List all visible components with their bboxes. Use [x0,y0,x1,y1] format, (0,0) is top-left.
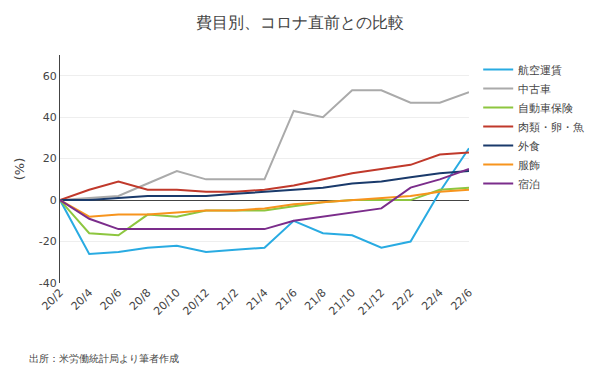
svg-text:21/4: 21/4 [244,286,271,313]
svg-text:22/6: 22/6 [448,286,475,313]
svg-text:費目別、コロナ直前との比較: 費目別、コロナ直前との比較 [196,13,404,32]
svg-text:宿泊: 宿泊 [518,178,540,191]
svg-text:21/6: 21/6 [273,286,300,313]
svg-text:肉類・卵・魚: 肉類・卵・魚 [518,121,584,134]
svg-text:出所：米労働統計局より筆者作成: 出所：米労働統計局より筆者作成 [29,353,179,364]
svg-text:自動車保険: 自動車保険 [518,102,573,115]
svg-text:服飾: 服飾 [518,159,540,172]
svg-text:20/6: 20/6 [98,286,125,313]
svg-text:20/8: 20/8 [127,286,154,313]
svg-text:(%): (%) [12,158,27,181]
svg-text:22/4: 22/4 [419,286,446,313]
svg-text:40: 40 [43,111,57,124]
svg-text:20/4: 20/4 [69,286,96,313]
svg-text:20: 20 [43,152,57,165]
svg-text:21/8: 21/8 [302,286,329,313]
svg-text:60: 60 [43,70,57,83]
svg-text:航空運賃: 航空運賃 [518,64,562,77]
svg-text:21/12: 21/12 [356,286,388,318]
svg-text:中古車: 中古車 [518,83,551,96]
svg-text:0: 0 [50,194,57,207]
svg-text:22/2: 22/2 [390,286,417,313]
svg-text:21/2: 21/2 [215,286,242,313]
svg-text:20/10: 20/10 [151,286,183,318]
svg-text:外食: 外食 [518,140,540,153]
svg-text:-40: -40 [39,277,57,290]
svg-text:-20: -20 [39,235,57,248]
svg-text:21/10: 21/10 [327,286,359,318]
svg-text:20/2: 20/2 [39,286,66,313]
svg-text:20/12: 20/12 [180,286,212,318]
